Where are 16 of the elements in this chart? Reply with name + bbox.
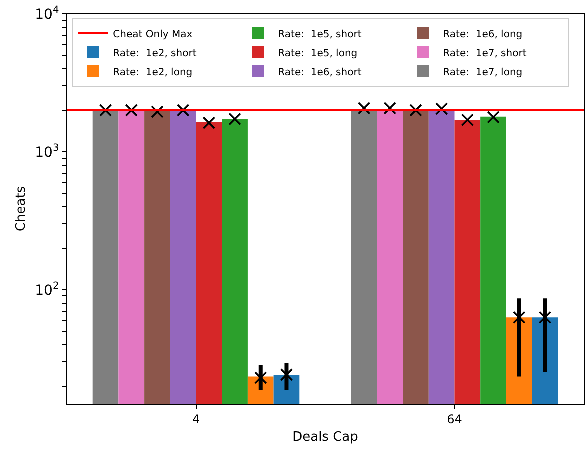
- x-tick-label: 64: [447, 412, 462, 426]
- legend-label: Rate: 1e6, short: [278, 67, 362, 78]
- legend-label: Rate: 1e2, long: [113, 67, 193, 78]
- x-tick-label: 4: [192, 412, 200, 426]
- legend-label: Rate: 1e5, short: [278, 29, 362, 40]
- legend-label: Rate: 1e2, short: [113, 48, 197, 60]
- y-tick-label: 10$^{4}$: [35, 5, 60, 23]
- legend-label: Cheat Only Max: [113, 29, 193, 40]
- legend-label: Rate: 1e7, short: [443, 48, 527, 60]
- x-axis-title: Deals Cap: [292, 430, 358, 445]
- legend-label: Rate: 1e6, long: [443, 29, 523, 40]
- y-axis-title: Cheats: [14, 186, 30, 232]
- legend-label: Rate: 1e7, long: [443, 67, 523, 78]
- y-tick-label: 10$^{3}$: [35, 142, 60, 161]
- y-tick-label: 10$^{2}$: [35, 280, 60, 299]
- legend-label: Rate: 1e5, long: [278, 48, 358, 60]
